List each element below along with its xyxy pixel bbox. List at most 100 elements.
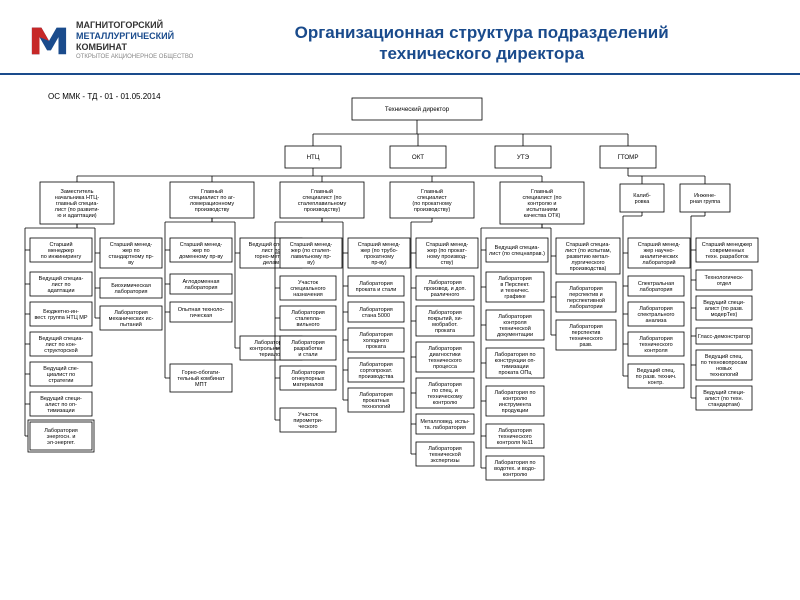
- svg-text:ву): ву): [307, 260, 315, 266]
- svg-text:Старший менеджер: Старший менеджер: [702, 241, 752, 248]
- svg-text:покрытий, хи-: покрытий, хи-: [428, 315, 463, 322]
- logo-subtitle: ОТКРЫТОЕ АКЦИОНЕРНОЕ ОБЩЕСТВО: [76, 54, 193, 61]
- svg-text:лист (по спецнаправ.): лист (по спецнаправ.): [489, 251, 545, 257]
- svg-text:стана 5000: стана 5000: [362, 313, 390, 319]
- svg-text:вильного: вильного: [296, 322, 319, 328]
- org-node: Участокспециальногоназначения: [280, 276, 336, 300]
- svg-text:Главный: Главный: [421, 188, 443, 195]
- svg-text:проката ОПц: проката ОПц: [499, 370, 533, 376]
- svg-text:пытаний: пытаний: [120, 321, 142, 328]
- logo-text: МАГНИТОГОРСКИЙ МЕТАЛЛУРГИЧЕСКИЙ КОМБИНАТ…: [76, 20, 193, 62]
- svg-text:контр.: контр.: [648, 380, 664, 386]
- svg-text:и стали: и стали: [298, 352, 317, 358]
- org-node: Лабораториятехническойэкспертизы: [416, 442, 474, 466]
- svg-text:анализа: анализа: [645, 318, 667, 324]
- org-node: Участокпирометри-ческого: [280, 408, 336, 432]
- svg-text:Старший менед-: Старший менед-: [180, 241, 223, 248]
- logo-line1: МАГНИТОГОРСКИЙ: [76, 20, 193, 31]
- org-node: Старший менед-жер (по трубо-прокатномупр…: [348, 238, 410, 268]
- svg-text:гическая: гическая: [190, 313, 212, 319]
- org-node: Старший менед-жер (по сталеп-лавильному …: [280, 238, 342, 268]
- org-node: Лабораторияв Перспект.и техничес.графике: [486, 272, 544, 302]
- svg-text:ровка: ровка: [635, 199, 651, 205]
- svg-text:производству: производству: [195, 207, 230, 213]
- svg-text:делам: делам: [263, 260, 279, 266]
- org-node: Лабораториямеханических ис-пытаний: [100, 306, 162, 330]
- svg-text:лаборатория: лаборатория: [184, 285, 217, 291]
- svg-text:назначения: назначения: [293, 292, 323, 298]
- svg-text:Ведущий спец.: Ведущий спец.: [637, 367, 676, 374]
- org-node: Лабораторияхолодногопроката: [348, 328, 404, 352]
- svg-text:Старший менед-: Старший менед-: [426, 241, 469, 248]
- svg-text:стратегии: стратегии: [49, 378, 74, 384]
- org-node: Лабораториятехническогоконтроля №11: [486, 424, 544, 448]
- org-node: УТЭ: [495, 146, 551, 168]
- svg-text:адаптации: адаптации: [47, 288, 74, 294]
- org-node: Инжене-рная группа: [680, 184, 730, 212]
- svg-text:Главный: Главный: [311, 188, 333, 195]
- org-node: Ведущий спец.по техновопросамновыхтехнол…: [696, 350, 752, 380]
- svg-text:Ведущий специ-: Ведущий специ-: [703, 299, 745, 306]
- page-title: Организационная структура подразделений …: [193, 20, 770, 65]
- svg-text:Ведущий специ-: Ведущий специ-: [703, 389, 745, 396]
- svg-text:контролю: контролю: [503, 472, 527, 478]
- svg-text:техн. разработок: техн. разработок: [706, 254, 750, 260]
- logo-line3: КОМБИНАТ: [76, 42, 193, 53]
- svg-text:технической: технической: [499, 325, 531, 332]
- org-node: Ведущий специа-лист поадаптации: [30, 272, 92, 296]
- svg-text:перспективной: перспективной: [567, 297, 605, 304]
- svg-text:отдел: отдел: [717, 281, 732, 287]
- org-node: Лабораториясталепла-вильного: [280, 306, 336, 330]
- org-node: Лабораторияпроизвод. и доп.различного: [416, 276, 474, 300]
- svg-text:процесса: процесса: [433, 364, 458, 370]
- org-node: Лаборатория поконструкции оп-тимизациипр…: [486, 348, 544, 378]
- svg-text:Главный: Главный: [531, 188, 553, 195]
- svg-text:эл-энергет.: эл-энергет.: [47, 440, 75, 446]
- svg-text:Главный: Главный: [201, 188, 223, 195]
- svg-text:Старший менед-: Старший менед-: [358, 241, 401, 248]
- org-node: Горно-обогати-тельный комбинатМПТ: [170, 364, 232, 392]
- svg-text:разв.: разв.: [579, 342, 592, 348]
- mmk-logo-icon: [30, 20, 68, 58]
- svg-text:Старший менед-: Старший менед-: [110, 241, 153, 248]
- org-node: Ведущий специа-лист по кон-структорской: [30, 332, 92, 356]
- svg-text:ческого: ческого: [298, 424, 317, 430]
- svg-text:Ведущий специа-: Ведущий специа-: [39, 335, 84, 342]
- svg-text:технологий: технологий: [710, 371, 739, 378]
- org-node: Старший менеджерсовременныхтехн. разрабо…: [696, 238, 758, 262]
- org-node: Лабораторияэнергосн. иэл-энергет.: [28, 420, 94, 452]
- svg-text:Гласс-демонстратор: Гласс-демонстратор: [698, 334, 750, 340]
- org-node: ГТОМР: [600, 146, 656, 168]
- org-node: Ведущий специ-алист по оп-тимизации: [30, 392, 92, 416]
- svg-text:Старший менед-: Старший менед-: [290, 241, 333, 248]
- org-node: Лабораторияпрокатныхтехнологий: [348, 388, 404, 412]
- svg-text:ву: ву: [128, 260, 134, 266]
- org-node: Старший менед-жер постандартному пр-ву: [100, 238, 162, 268]
- svg-text:по инжинирингу: по инжинирингу: [41, 254, 82, 260]
- org-node: Главныйспециалист (посталеплавильномупро…: [280, 182, 364, 218]
- svg-text:Старший: Старший: [49, 241, 72, 248]
- svg-text:Ведущий спе-: Ведущий спе-: [43, 365, 79, 372]
- org-node: Заместительначальника НТЦ-главный специа…: [40, 182, 114, 224]
- org-node: Биохимическаялаборатория: [100, 278, 162, 298]
- org-node: Спектральнаялаборатория: [628, 276, 684, 296]
- svg-text:главный специа-: главный специа-: [56, 200, 99, 207]
- org-node: Лабораторияпо спец. итехническомуконтрол…: [416, 378, 474, 408]
- svg-text:модерТех): модерТех): [711, 312, 738, 318]
- svg-text:структорской: структорской: [44, 347, 77, 354]
- svg-text:Ведущий спец.: Ведущий спец.: [705, 353, 744, 360]
- svg-text:Ведущий специа-: Ведущий специа-: [39, 275, 84, 282]
- org-node: Ведущий спе-циалист постратегии: [30, 362, 92, 386]
- svg-text:ГТОМР: ГТОМР: [618, 154, 639, 161]
- svg-text:Ведущий специ-: Ведущий специ-: [40, 395, 82, 402]
- svg-text:УТЭ: УТЭ: [517, 154, 530, 161]
- org-node: Лабораторияогнеупорныхматериалов: [280, 366, 336, 390]
- org-chart: Технический директорНТЦОКТУТЭГТОМРЗамест…: [0, 90, 800, 600]
- svg-text:продукции: продукции: [502, 408, 529, 414]
- svg-text:лабораторий: лабораторий: [642, 259, 675, 266]
- svg-text:ОКТ: ОКТ: [412, 154, 424, 161]
- org-node: Ведущий спец.по разв. технич.контр.: [628, 364, 684, 388]
- svg-text:проката и стали: проката и стали: [356, 287, 397, 293]
- svg-text:качества ОТК): качества ОТК): [524, 213, 561, 219]
- svg-text:контроля: контроля: [644, 348, 667, 354]
